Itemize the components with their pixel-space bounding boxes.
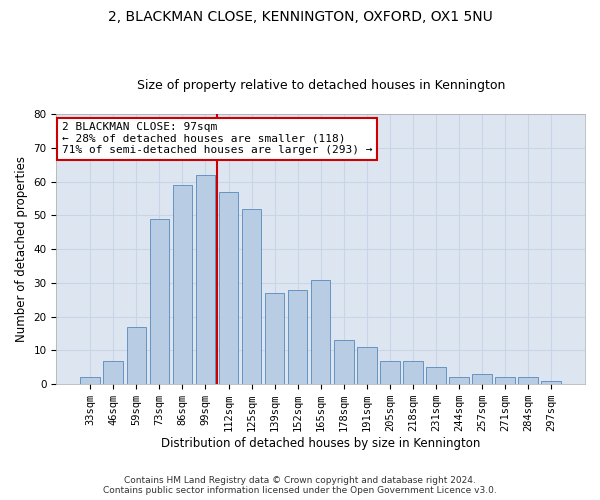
Bar	[403, 360, 422, 384]
Bar	[242, 208, 262, 384]
Bar	[334, 340, 353, 384]
Bar	[149, 218, 169, 384]
Bar	[265, 293, 284, 384]
Bar	[196, 175, 215, 384]
Text: Contains HM Land Registry data © Crown copyright and database right 2024.
Contai: Contains HM Land Registry data © Crown c…	[103, 476, 497, 495]
Bar	[127, 327, 146, 384]
Bar	[426, 368, 446, 384]
Bar	[357, 347, 377, 384]
Bar	[80, 378, 100, 384]
Bar	[311, 280, 331, 384]
Text: 2, BLACKMAN CLOSE, KENNINGTON, OXFORD, OX1 5NU: 2, BLACKMAN CLOSE, KENNINGTON, OXFORD, O…	[107, 10, 493, 24]
Bar	[495, 378, 515, 384]
Bar	[219, 192, 238, 384]
Bar	[288, 290, 307, 384]
Bar	[173, 185, 192, 384]
Bar	[518, 378, 538, 384]
Text: 2 BLACKMAN CLOSE: 97sqm
← 28% of detached houses are smaller (118)
71% of semi-d: 2 BLACKMAN CLOSE: 97sqm ← 28% of detache…	[62, 122, 372, 156]
Bar	[380, 360, 400, 384]
Bar	[449, 378, 469, 384]
Bar	[472, 374, 492, 384]
Y-axis label: Number of detached properties: Number of detached properties	[15, 156, 28, 342]
Title: Size of property relative to detached houses in Kennington: Size of property relative to detached ho…	[137, 79, 505, 92]
Bar	[541, 381, 561, 384]
Bar	[103, 360, 123, 384]
X-axis label: Distribution of detached houses by size in Kennington: Distribution of detached houses by size …	[161, 437, 481, 450]
